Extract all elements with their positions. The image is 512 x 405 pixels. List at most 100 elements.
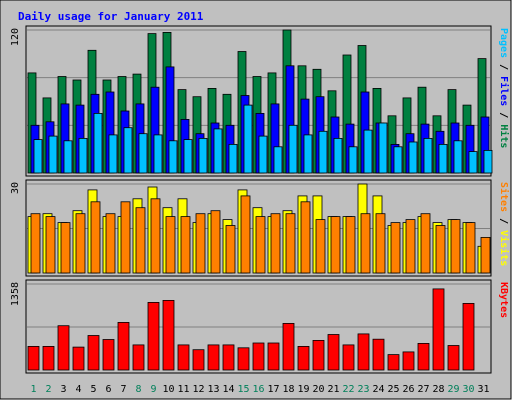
bar-sites-day-30 [465,222,476,274]
bar-pages-day-19 [303,134,313,174]
bar-sites-day-16 [255,216,266,274]
bar-sites-day-4 [75,213,86,274]
x-tick-label: 21 [327,384,339,395]
bar-kbytes-day-9 [147,301,160,371]
bar-kbytes-day-7 [117,321,130,371]
y-max-label-kbytes: 1358 [10,282,21,306]
bar-pages-day-7 [123,127,133,174]
x-tick-label: 22 [342,384,354,395]
bar-kbytes-day-17 [267,342,280,371]
bar-kbytes-day-14 [222,344,235,371]
x-tick-label: 13 [207,384,219,395]
bar-pages-day-21 [333,137,343,174]
bar-pages-day-4 [78,137,88,174]
legend-entry: / [498,212,509,230]
bar-kbytes-day-27 [417,342,430,371]
bar-sites-day-12 [195,213,206,274]
x-tick-label: 16 [252,384,264,395]
bar-kbytes-day-8 [132,344,145,371]
bar-pages-day-30 [468,151,478,174]
bar-kbytes-day-10 [162,299,175,371]
bar-sites-day-28 [435,225,446,274]
bar-pages-day-2 [48,135,58,174]
bar-sites-day-25 [390,222,401,274]
bar-sites-day-31 [480,236,491,274]
bar-sites-day-7 [120,201,131,274]
y-max-label-visits: 30 [10,182,21,194]
bar-kbytes-day-15 [237,347,250,371]
bar-sites-day-19 [300,201,311,274]
x-tick-label: 31 [477,384,489,395]
bar-sites-day-18 [285,213,296,274]
bar-kbytes-day-3 [57,325,70,371]
bar-pages-day-1 [33,139,43,174]
bar-sites-day-1 [30,213,41,274]
x-tick-label: 20 [312,384,324,395]
x-tick-label: 18 [282,384,294,395]
bar-pages-day-13 [213,128,223,174]
x-tick-label: 9 [150,384,156,395]
bar-pages-day-18 [288,124,298,174]
bar-sites-day-27 [420,213,431,274]
bar-kbytes-day-19 [297,345,310,371]
legend-entry: Visits [498,230,510,266]
bar-sites-day-22 [345,216,356,274]
bar-pages-day-26 [408,141,418,174]
bar-pages-day-12 [198,137,208,174]
x-tick-label: 5 [90,384,96,395]
x-tick-label: 7 [120,384,126,395]
bar-sites-day-23 [360,213,371,274]
bar-pages-day-20 [318,130,328,174]
bar-pages-day-11 [183,139,193,174]
bar-kbytes-day-16 [252,342,265,371]
bar-kbytes-day-28 [432,288,445,371]
bar-kbytes-day-2 [42,345,55,371]
bar-sites-day-20 [315,219,326,274]
chart-title: Daily usage for January 2011 [18,10,204,23]
legend-entry: / [498,106,509,124]
bar-pages-day-28 [438,143,448,174]
bar-sites-day-11 [180,216,191,274]
legend-entry: Pages [498,28,509,58]
x-tick-label: 15 [237,384,249,395]
x-tick-label: 26 [402,384,414,395]
bar-pages-day-14 [228,143,238,174]
bar-pages-day-15 [243,104,253,174]
x-tick-label: 3 [60,384,66,395]
legend-entry: Files [498,76,510,106]
bar-pages-day-9 [153,134,163,174]
bar-sites-day-21 [330,216,341,274]
bar-kbytes-day-6 [102,339,115,371]
x-tick-label: 8 [135,384,141,395]
y-max-label-hits: 120 [10,28,21,46]
bar-pages-day-6 [108,134,118,174]
bar-kbytes-day-21 [327,334,340,371]
legend-entry: / [498,58,509,76]
x-tick-label: 11 [177,384,189,395]
bar-kbytes-day-13 [207,344,220,371]
bar-pages-day-27 [423,137,433,174]
bar-sites-day-24 [375,213,386,274]
x-tick-label: 19 [297,384,309,395]
bar-sites-day-29 [450,219,461,274]
bar-kbytes-day-26 [402,351,415,371]
bar-pages-day-23 [363,129,373,174]
legend-entry: KBytes [498,282,509,318]
bar-pages-day-29 [453,140,463,174]
bar-kbytes-day-20 [312,339,325,371]
bar-kbytes-day-5 [87,335,100,371]
bar-sites-day-10 [165,216,176,274]
bar-sites-day-2 [45,216,56,274]
x-tick-label: 1 [30,384,36,395]
bar-sites-day-3 [60,222,71,274]
x-tick-label: 6 [105,384,111,395]
x-tick-label: 4 [75,384,81,395]
bar-pages-day-16 [258,135,268,174]
legend-entry: Sites [498,182,510,212]
legend-entry: Hits [498,124,510,148]
bar-sites-day-15 [240,195,251,274]
x-tick-label: 17 [267,384,279,395]
bar-kbytes-day-11 [177,344,190,371]
bar-sites-day-6 [105,213,116,274]
bar-sites-day-8 [135,207,146,274]
